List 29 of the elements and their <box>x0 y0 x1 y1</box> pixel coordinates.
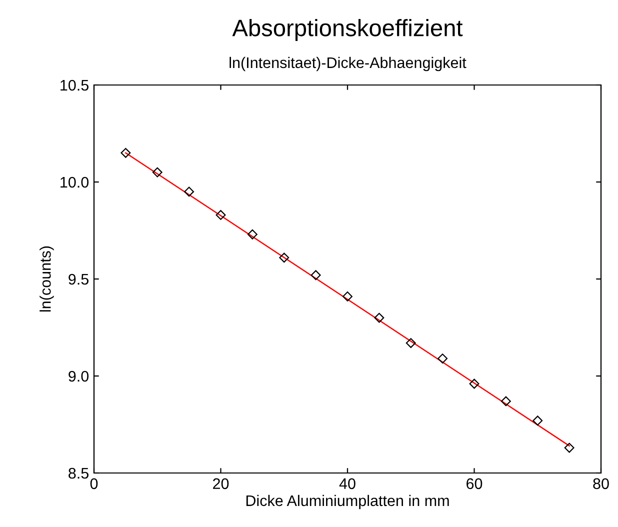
x-tick-label: 20 <box>213 478 229 490</box>
point <box>564 442 574 453</box>
point <box>216 210 226 220</box>
x-tick-label: 80 <box>593 478 609 490</box>
y-tick-label: 9.5 <box>68 274 88 285</box>
y-tick-label: 10.5 <box>60 80 88 91</box>
point <box>500 396 511 406</box>
chart-subtitle: ln(Intensitaet)-Dicke-Abhaengigkeit <box>230 56 466 72</box>
y-tick-label: 10.0 <box>60 176 89 188</box>
point <box>152 167 162 178</box>
point <box>469 378 480 389</box>
y-axis-title: ln(counts) <box>40 246 54 312</box>
y-tick-label: 9.0 <box>68 370 89 382</box>
x-tick-label: 40 <box>339 478 356 490</box>
point <box>342 291 352 302</box>
x-tick-label: 0 <box>90 478 98 490</box>
point <box>120 148 131 158</box>
y-tick-label: 8.5 <box>68 468 88 479</box>
point <box>247 229 258 240</box>
point <box>532 416 543 426</box>
point <box>310 270 321 280</box>
point <box>438 354 448 364</box>
chart-title: Absorptionskoeffizient <box>232 18 463 42</box>
point <box>279 252 290 263</box>
point <box>374 312 384 323</box>
point <box>406 338 416 348</box>
x-axis-title: Dicke Aluminiumplatten in mm <box>246 494 449 510</box>
point <box>184 186 194 197</box>
x-tick-label: 60 <box>466 478 482 490</box>
